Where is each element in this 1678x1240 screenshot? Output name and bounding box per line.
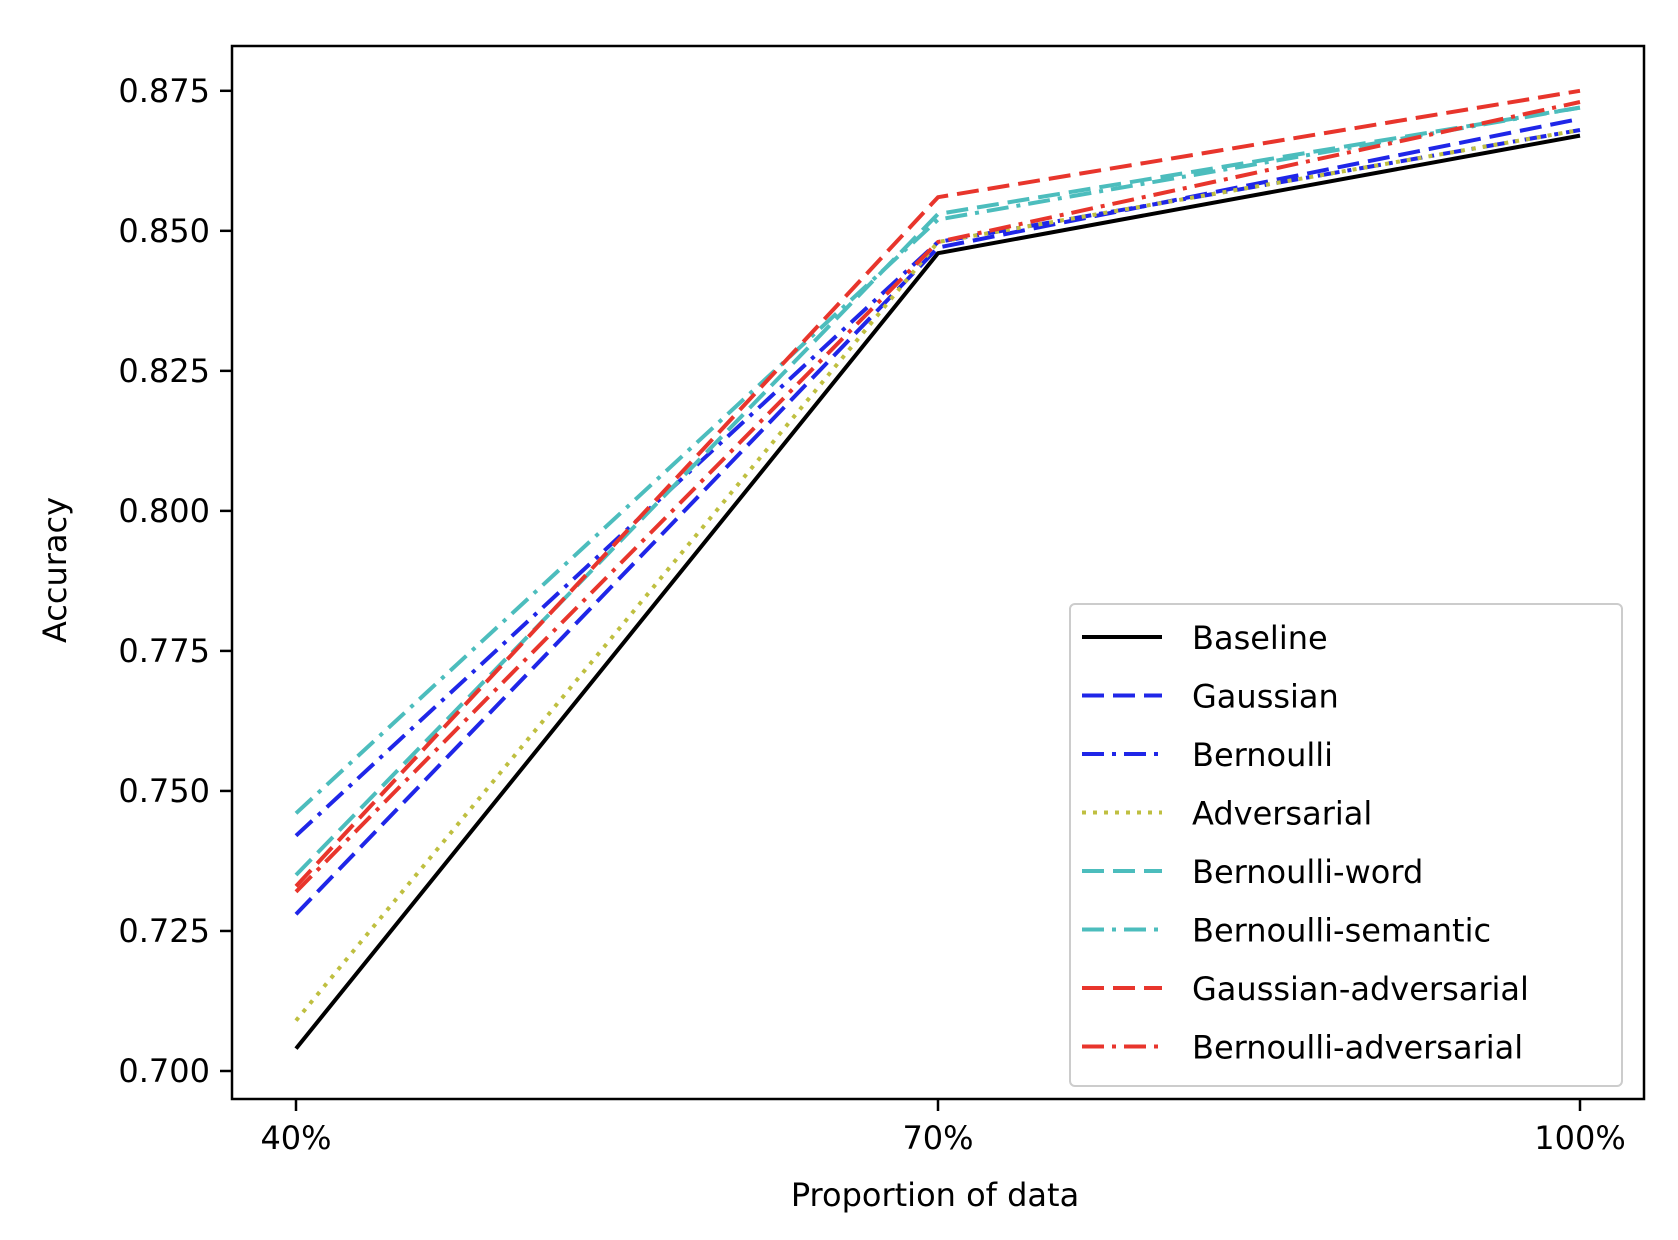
y-tick-label: 0.850 xyxy=(118,212,210,250)
y-tick-label: 0.825 xyxy=(118,352,210,390)
x-axis-label: Proportion of data xyxy=(791,1176,1079,1214)
y-tick-label: 0.800 xyxy=(118,492,210,530)
x-tick-label: 40% xyxy=(260,1119,331,1157)
series-line-7 xyxy=(294,88,1581,888)
series-line-6 xyxy=(294,105,1581,815)
legend-label: Gaussian xyxy=(1192,678,1339,716)
legend-label: Baseline xyxy=(1192,619,1328,657)
legend-label: Bernoulli-word xyxy=(1192,853,1423,891)
y-tick-label: 0.750 xyxy=(118,772,210,810)
x-tick-label: 100% xyxy=(1534,1119,1625,1157)
y-tick-label: 0.700 xyxy=(118,1052,210,1090)
series-line-1 xyxy=(294,133,1581,1050)
axes: 0.700 0.725 0.750 0.775 0.800 0.825 0.850 0.875… xyxy=(118,44,1646,1157)
legend-label: Gaussian-adversarial xyxy=(1192,970,1529,1008)
legend-box xyxy=(1069,603,1623,1087)
legend-label: Adversarial xyxy=(1192,795,1372,833)
legend-label: Bernoulli-semantic xyxy=(1192,912,1491,950)
y-tick-label: 0.875 xyxy=(118,72,210,110)
x-tick-label: 70% xyxy=(902,1119,973,1157)
series-line-8 xyxy=(294,100,1581,894)
y-tick-label: 0.725 xyxy=(118,912,210,950)
series-line-4 xyxy=(294,128,1581,1022)
series-lines xyxy=(294,88,1581,1050)
legend-label: Bernoulli xyxy=(1192,736,1333,774)
legend-label: Bernoulli-adversarial xyxy=(1192,1029,1523,1067)
y-axis-label: Accuracy xyxy=(36,497,74,643)
y-tick-label: 0.775 xyxy=(118,632,210,670)
legend: Baseline Gaussian Bernoulli Adversarial Bern… xyxy=(1069,603,1623,1087)
